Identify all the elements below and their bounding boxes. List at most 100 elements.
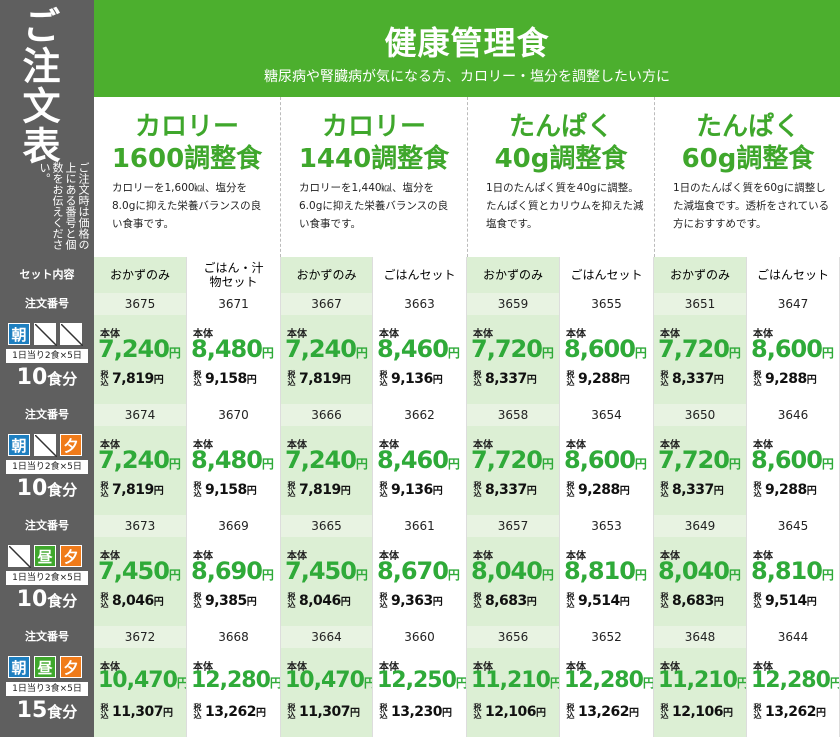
tax-included-value: 7,819 [299, 371, 341, 387]
asa-meal-icon: 朝 [8, 323, 30, 345]
tax-included-value: 8,337 [485, 371, 527, 387]
set-header-label: おかずのみ [482, 268, 543, 282]
set-header-label: ごはんセット [756, 268, 829, 282]
base-price-value: 8,460 [377, 446, 449, 474]
product-name-line2: 1600調整食 [111, 144, 263, 174]
tax-included-value: 7,819 [112, 482, 154, 498]
price-cell: 本体 8,600円 税込 9,288円 [747, 426, 840, 515]
price-cell: 本体 8,040円 税込 8,683円 [467, 537, 560, 626]
order-number: 3673 [94, 515, 187, 537]
base-price: 7,240円 [98, 446, 181, 474]
base-price-label: 本体 [100, 440, 120, 451]
meal-count-unit: 食分 [47, 481, 78, 499]
tax-included-label: 税込 [566, 481, 575, 497]
meal-count-number: 10 [16, 587, 48, 612]
tax-included-value: 12,106 [485, 704, 537, 720]
tax-included-price: 9,514円 [765, 593, 817, 609]
price-cell: 本体 7,240円 税込 7,819円 [281, 426, 373, 515]
base-price-value: 11,210 [471, 668, 551, 693]
yen-unit: 円 [642, 676, 654, 690]
tax-included-value: 11,307 [299, 704, 351, 720]
yen-unit: 円 [246, 486, 257, 497]
price-cell: 本体 8,670円 税込 9,363円 [373, 537, 467, 626]
tax-included-price: 13,262円 [205, 704, 266, 720]
order-number: 3669 [187, 515, 281, 537]
product-description: カロリーを1,600㎉、塩分を8.0gに抑えた栄養バランスの良い食事です。 [112, 182, 262, 230]
order-number: 3671 [187, 293, 281, 315]
tax-included-price: 8,337円 [485, 482, 537, 498]
yen-unit: 円 [629, 708, 639, 719]
yen-unit: 円 [634, 346, 647, 360]
base-price: 11,210円 [658, 668, 746, 693]
tax-included-label: 税込 [566, 703, 575, 719]
base-price: 12,250円 [377, 668, 466, 693]
meal-count-number: 15 [16, 698, 48, 723]
base-price: 8,040円 [658, 557, 741, 585]
base-price: 7,720円 [658, 446, 741, 474]
price-cell: 本体 8,460円 税込 9,136円 [373, 426, 467, 515]
base-price-label: 本体 [753, 440, 773, 451]
product-description: 1日のたんぱく質を60gに調整した減塩食です。透析をされている方におすすめです。 [673, 182, 830, 230]
base-price: 7,450円 [285, 557, 368, 585]
base-price: 7,450円 [98, 557, 181, 585]
order-number: 3668 [187, 626, 281, 648]
yen-unit: 円 [340, 597, 351, 608]
tax-included-price: 9,385円 [205, 593, 257, 609]
base-price-label: 本体 [379, 662, 399, 673]
tax-included-price: 7,819円 [299, 482, 351, 498]
order-number: 3644 [747, 626, 840, 648]
set-header-label: ごはんセット [570, 268, 643, 282]
product-card: カロリー 1440調整食 カロリーを1,440㎉、塩分を6.0gに抑えた栄養バランス… [281, 97, 468, 257]
yen-unit: 円 [442, 708, 452, 719]
base-price-label: 本体 [379, 440, 399, 451]
price-cell: 本体 7,720円 税込 8,337円 [654, 315, 747, 404]
base-price: 7,240円 [285, 446, 368, 474]
set-header: ごはんセット [560, 257, 654, 293]
yen-unit: 円 [728, 346, 741, 360]
set-header: ごはんセット [747, 257, 840, 293]
base-price: 7,720円 [471, 446, 554, 474]
meal-count: 10食分 [0, 365, 94, 390]
yen-unit: 円 [550, 676, 559, 690]
base-price: 7,240円 [285, 335, 368, 363]
order-number: 3658 [467, 404, 560, 426]
order-number: 3649 [654, 515, 747, 537]
yen-unit: 円 [355, 568, 368, 582]
yen-unit: 円 [153, 597, 164, 608]
base-price: 8,460円 [377, 446, 460, 474]
yen-unit: 円 [168, 457, 181, 471]
tax-included-price: 13,262円 [578, 704, 639, 720]
set-header-label: おかずのみ [109, 268, 170, 282]
yen-unit: 円 [246, 597, 257, 608]
yen-unit: 円 [713, 486, 724, 497]
hiru-meal-icon: 昼 [34, 656, 56, 678]
yen-unit: 円 [261, 346, 274, 360]
product-description: 1日のたんぱく質を40gに調整。たんぱく質とカリウムを抑えた減塩食です。 [486, 182, 644, 230]
meal-count-number: 10 [16, 365, 48, 390]
meal-label: 昼夕 1日当り2食×5日 10食分 [0, 537, 94, 626]
base-price: 7,240円 [98, 335, 181, 363]
price-cell: 本体 12,250円 税込 13,230円 [373, 648, 467, 737]
tax-included-value: 8,337 [485, 482, 527, 498]
base-price-value: 8,480 [191, 446, 263, 474]
base-price-value: 7,720 [471, 446, 543, 474]
yen-unit: 円 [432, 375, 443, 386]
set-header: おかずのみ [281, 257, 373, 293]
tax-included-price: 8,683円 [672, 593, 724, 609]
yen-unit: 円 [536, 708, 546, 719]
tax-included-value: 9,514 [765, 593, 807, 609]
order-number: 3646 [747, 404, 840, 426]
price-cell: 本体 7,450円 税込 8,046円 [281, 537, 373, 626]
order-number: 3650 [654, 404, 747, 426]
meal-label: 朝 1日当り2食×5日 10食分 [0, 315, 94, 404]
base-price-value: 8,600 [564, 446, 636, 474]
base-price-label: 本体 [193, 440, 213, 451]
base-price-label: 本体 [753, 329, 773, 340]
base-price-value: 7,720 [658, 446, 730, 474]
meal-label: 朝昼夕 1日当り3食×5日 15食分 [0, 648, 94, 737]
tax-included-label: 税込 [566, 370, 575, 386]
base-price: 8,480円 [191, 335, 274, 363]
tax-included-value: 9,288 [765, 371, 807, 387]
yen-unit: 円 [355, 346, 368, 360]
